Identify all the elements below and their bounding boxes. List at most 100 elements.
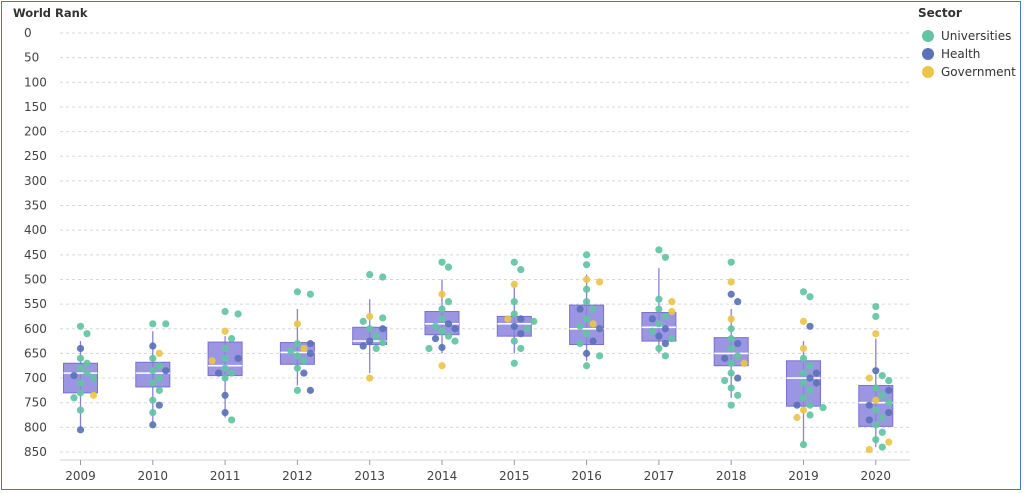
- data-point: [293, 352, 301, 360]
- data-point: [76, 389, 85, 397]
- data-point: [221, 344, 229, 353]
- data-point: [221, 391, 229, 399]
- data-point: [668, 298, 676, 306]
- data-point: [438, 362, 446, 370]
- data-point: [885, 438, 893, 446]
- data-point: [583, 349, 591, 358]
- data-point: [372, 344, 380, 353]
- data-point: [372, 332, 380, 340]
- data-point: [583, 362, 591, 370]
- data-point: [208, 357, 216, 365]
- data-point: [155, 386, 163, 394]
- data-point: [306, 349, 314, 358]
- data-point: [661, 325, 670, 333]
- legend-marker: [922, 48, 934, 60]
- data-point: [70, 394, 78, 402]
- data-point: [589, 337, 597, 345]
- data-point: [83, 369, 91, 377]
- data-point: [583, 285, 591, 293]
- x-tick-label: 2010: [138, 469, 169, 483]
- data-point: [799, 317, 808, 325]
- data-point: [721, 354, 729, 362]
- data-point: [366, 325, 374, 333]
- y-tick-label: 600: [24, 322, 47, 336]
- gridlines: [60, 32, 910, 461]
- data-point: [379, 325, 387, 333]
- data-point: [149, 421, 157, 429]
- y-tick-label: 200: [24, 125, 47, 139]
- data-point: [221, 374, 229, 382]
- y-tick-label: 550: [24, 297, 47, 311]
- data-point: [885, 408, 893, 417]
- data-point: [655, 332, 663, 340]
- data-point: [83, 330, 91, 338]
- data-point: [228, 335, 236, 343]
- data-point: [576, 322, 584, 330]
- data-point: [885, 376, 893, 385]
- data-point: [517, 330, 525, 338]
- data-point: [734, 374, 742, 382]
- data-point: [149, 379, 157, 387]
- data-point: [366, 312, 374, 321]
- data-point: [149, 408, 157, 417]
- data-point: [872, 384, 880, 392]
- data-point: [379, 338, 387, 347]
- data-point: [878, 371, 886, 380]
- data-point: [583, 330, 591, 338]
- data-point: [799, 441, 808, 449]
- data-point: [865, 374, 873, 382]
- data-point: [510, 258, 518, 266]
- data-point: [359, 342, 367, 350]
- data-point: [655, 320, 663, 328]
- x-tick-label: 2020: [861, 469, 892, 483]
- data-point: [806, 293, 814, 301]
- data-point: [727, 359, 735, 367]
- y-axis-label: World Rank: [13, 6, 88, 20]
- data-point: [661, 352, 670, 360]
- data-point: [878, 428, 886, 436]
- data-point: [162, 320, 170, 328]
- data-point: [734, 352, 742, 360]
- data-point: [806, 362, 814, 370]
- data-point: [438, 343, 446, 352]
- data-point: [583, 298, 591, 306]
- x-tick-label: 2013: [354, 469, 385, 483]
- data-point: [300, 357, 308, 365]
- data-point: [431, 335, 440, 343]
- data-point: [510, 280, 518, 288]
- x-axis-ticks: 2009 2010 2011 2012 2013 2014 2015 2016 2017 2018…: [65, 460, 891, 483]
- data-point: [293, 364, 301, 372]
- data-point: [865, 445, 873, 454]
- data-point: [727, 315, 735, 323]
- data-point: [366, 374, 374, 382]
- data-point: [379, 273, 387, 281]
- data-point: [872, 406, 880, 414]
- data-point: [155, 401, 163, 409]
- data-point: [76, 426, 85, 434]
- data-point: [734, 339, 742, 348]
- data-point: [806, 374, 814, 382]
- data-point: [878, 413, 886, 422]
- x-tick-label: 2011: [210, 469, 241, 483]
- y-tick-label: 800: [24, 420, 47, 434]
- data-point: [510, 337, 518, 345]
- data-point: [727, 335, 735, 343]
- data-point: [885, 386, 893, 394]
- data-point: [451, 337, 459, 345]
- data-point: [872, 436, 880, 444]
- y-tick-label: 400: [24, 223, 47, 237]
- data-point: [89, 374, 98, 382]
- y-tick-label: 850: [24, 445, 47, 459]
- data-point: [655, 246, 663, 254]
- data-point: [799, 369, 808, 377]
- data-point: [221, 364, 229, 372]
- data-point: [799, 394, 808, 402]
- data-point: [149, 396, 157, 404]
- data-point: [438, 315, 446, 323]
- data-point: [76, 364, 85, 372]
- y-tick-label: 650: [24, 346, 47, 360]
- data-point: [89, 391, 98, 399]
- data-point: [668, 307, 676, 316]
- x-tick-label: 2012: [282, 469, 313, 483]
- data-point: [806, 411, 814, 419]
